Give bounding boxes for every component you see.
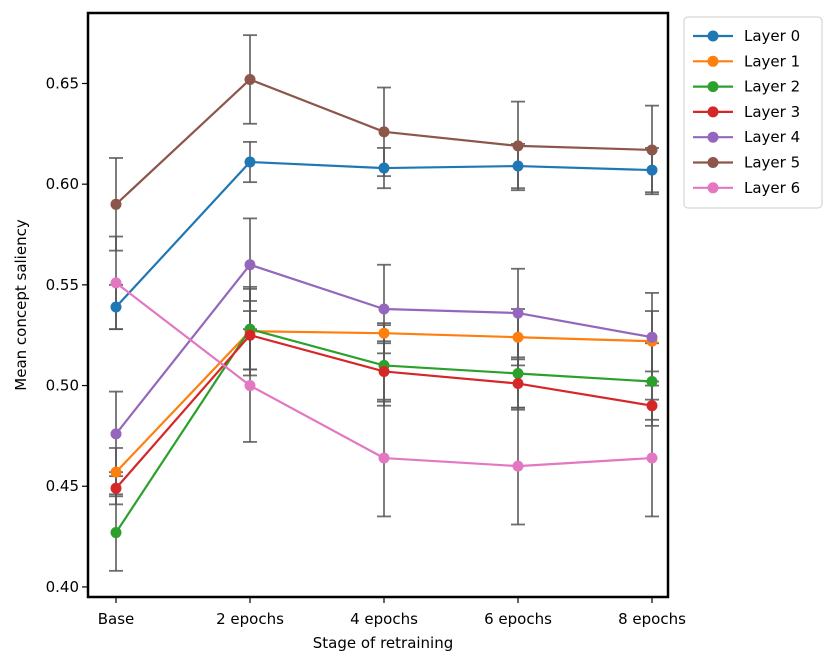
data-point: [110, 527, 122, 539]
data-point: [244, 380, 256, 392]
x-tick-label: Base: [98, 610, 135, 628]
data-point: [110, 198, 122, 210]
legend-marker: [707, 182, 719, 194]
data-point: [378, 162, 390, 174]
data-point: [646, 400, 658, 412]
legend-marker: [707, 81, 719, 93]
data-point: [512, 307, 524, 319]
series-markers: [110, 73, 658, 539]
legend-marker: [707, 131, 719, 143]
data-point: [244, 329, 256, 341]
data-point: [512, 460, 524, 472]
y-tick-label: 0.50: [46, 377, 79, 395]
data-point: [646, 144, 658, 156]
data-point: [244, 259, 256, 271]
data-point: [646, 376, 658, 388]
data-point: [512, 378, 524, 390]
legend-marker: [707, 106, 719, 118]
legend-item: Layer 2: [693, 78, 800, 96]
legend-label: Layer 1: [744, 52, 800, 70]
data-point: [110, 301, 122, 313]
y-tick-label: 0.60: [46, 175, 79, 193]
legend-item: Layer 5: [693, 154, 800, 172]
legend-item: Layer 3: [693, 103, 800, 121]
x-tick-label: 2 epochs: [216, 610, 284, 628]
data-point: [378, 327, 390, 339]
y-tick-label: 0.55: [46, 276, 79, 294]
legend-entries: Layer 0 Layer 1 Layer 2 Layer 3 Layer 4 Layer…: [693, 27, 800, 197]
legend-item: Layer 1: [693, 52, 800, 70]
y-axis: 0.40 0.45 0.50 0.55 0.60 0.65: [46, 74, 88, 596]
x-tick-label: 4 epochs: [350, 610, 418, 628]
data-point: [646, 331, 658, 343]
data-point: [378, 365, 390, 377]
data-point: [110, 466, 122, 478]
legend-label: Layer 0: [744, 27, 800, 45]
legend-item: Layer 0: [693, 27, 800, 45]
data-point: [512, 140, 524, 152]
legend-marker: [707, 55, 719, 67]
x-tick-label: 8 epochs: [618, 610, 686, 628]
y-tick-label: 0.40: [46, 578, 79, 596]
data-point: [110, 482, 122, 494]
data-point: [512, 367, 524, 379]
legend-label: Layer 6: [744, 179, 800, 197]
legend-label: Layer 2: [744, 78, 800, 96]
data-point: [110, 277, 122, 289]
data-point: [378, 126, 390, 138]
data-point: [512, 331, 524, 343]
legend-label: Layer 4: [744, 128, 800, 146]
data-point: [110, 428, 122, 440]
legend-label: Layer 5: [744, 154, 800, 172]
y-axis-label: Mean concept saliency: [12, 219, 30, 391]
data-point: [646, 164, 658, 176]
x-axis: Base 2 epochs 4 epochs 6 epochs 8 epochs: [98, 597, 686, 628]
y-tick-label: 0.65: [46, 74, 79, 92]
data-point: [646, 452, 658, 464]
plot-area: [86, 11, 670, 599]
legend-label: Layer 3: [744, 103, 800, 121]
x-tick-label: 6 epochs: [484, 610, 552, 628]
legend-item: Layer 4: [693, 128, 800, 146]
x-axis-label: Stage of retraining: [313, 634, 454, 652]
y-tick-label: 0.45: [46, 477, 79, 495]
legend-item: Layer 6: [693, 179, 800, 197]
data-point: [378, 452, 390, 464]
data-point: [244, 73, 256, 85]
data-point: [244, 156, 256, 168]
data-point: [378, 303, 390, 315]
legend-marker: [707, 30, 719, 42]
legend-marker: [707, 157, 719, 168]
legend-box: [683, 16, 823, 209]
legend: Layer 0 Layer 1 Layer 2 Layer 3 Layer 4 Layer…: [683, 16, 823, 209]
data-point: [512, 160, 524, 172]
